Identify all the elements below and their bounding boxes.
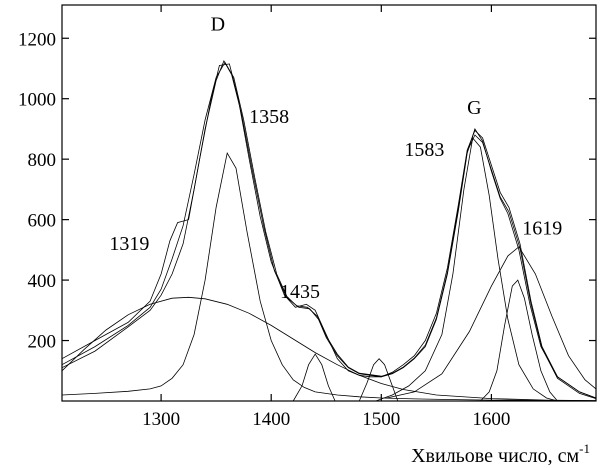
x-tick-label-1300: 1300 [142,409,180,430]
x-axis-label-superscript: -1 [579,441,590,456]
peak-label-6: 1583 [404,139,444,161]
y-tick-label-800: 800 [28,150,57,171]
x-tick-label-1400: 1400 [252,409,290,430]
x-tick-label-1600: 1600 [472,409,510,430]
series-line-1 [61,61,597,399]
peak-label-3: 1319 [109,233,149,255]
series-line-6 [292,353,336,402]
peak-annotations: D 1358 1319 1435 G 1583 1619 [109,14,562,304]
x-axis-label: Хвильове число, см-1 [411,441,590,467]
peak-label-7: 1619 [522,218,562,240]
x-axis-label-text: Хвильове число, см [411,445,579,467]
x-tick-label-1500: 1500 [362,409,400,430]
peak-label-4: 1435 [280,281,320,303]
y-tick-label-1200: 1200 [18,29,56,50]
y-tick-label-1000: 1000 [18,90,56,111]
y-tick-label-600: 600 [28,211,57,232]
peak-label-2: 1358 [249,106,289,128]
peak-label-5: G [467,97,481,119]
series-line-8 [375,137,558,402]
axis-ticks: 1300 1400 1500 1600 200 400 600 800 1000 1200 [18,5,596,430]
series-line-9 [480,279,558,402]
y-tick-label-200: 200 [28,332,57,353]
y-tick-label-400: 400 [28,271,57,292]
series-line-5 [61,296,597,402]
peak-label-1: D [211,14,225,36]
series-line-2 [61,63,597,399]
spectrum-curves [61,59,597,402]
series-line-4 [61,151,597,402]
plot-frame [61,4,597,402]
series-line-3 [61,59,597,399]
series-line-7 [358,358,399,402]
series-line-10 [386,246,597,399]
